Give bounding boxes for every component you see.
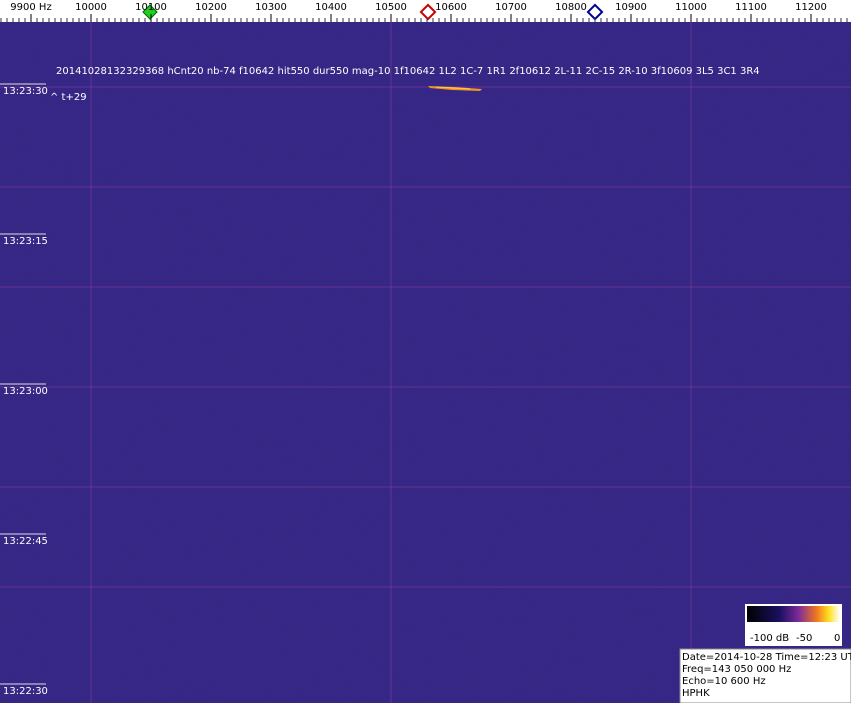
time-label: 13:23:15 xyxy=(3,236,48,247)
info-line: HPHK xyxy=(682,688,710,699)
freq-label: 10200 xyxy=(195,2,227,13)
info-box xyxy=(679,648,851,704)
freq-label: 10700 xyxy=(495,2,527,13)
detection-offset: ^ t+29 xyxy=(50,92,87,103)
freq-label: 10600 xyxy=(435,2,467,13)
freq-label: 11100 xyxy=(735,2,767,13)
colorbar-label: -100 dB xyxy=(750,633,789,644)
freq-label: 10300 xyxy=(255,2,287,13)
freq-label: 10800 xyxy=(555,2,587,13)
detection-line: 20141028132329368 hCnt20 nb-74 f10642 hi… xyxy=(56,66,760,77)
freq-label: 10100 xyxy=(135,2,167,13)
meteor-core xyxy=(435,86,471,90)
freq-label: 10500 xyxy=(375,2,407,13)
marker-blue xyxy=(586,3,604,21)
marker-green xyxy=(142,4,158,20)
freq-label: 10900 xyxy=(615,2,647,13)
freq-label: 11200 xyxy=(795,2,827,13)
colorbar xyxy=(747,606,840,622)
time-label: 13:23:30 xyxy=(3,86,48,97)
info-line: Freq=143 050 000 Hz xyxy=(682,664,791,675)
freq-label: 11000 xyxy=(675,2,707,13)
freq-label: 9900 Hz xyxy=(10,2,51,13)
time-label: 13:22:45 xyxy=(3,536,48,547)
freq-label: 10400 xyxy=(315,2,347,13)
info-line: Echo=10 600 Hz xyxy=(682,676,766,687)
noise xyxy=(0,22,851,703)
time-label: 13:22:30 xyxy=(3,686,48,697)
grid xyxy=(0,22,851,703)
marker-red xyxy=(419,3,437,21)
freq-label: 10000 xyxy=(75,2,107,13)
colorbar-label: 0 xyxy=(834,633,840,644)
info-line: Date=2014-10-28 Time=12:23 UTC xyxy=(682,652,851,663)
time-label: 13:23:00 xyxy=(3,386,48,397)
colorbar-label: -50 xyxy=(796,633,812,644)
